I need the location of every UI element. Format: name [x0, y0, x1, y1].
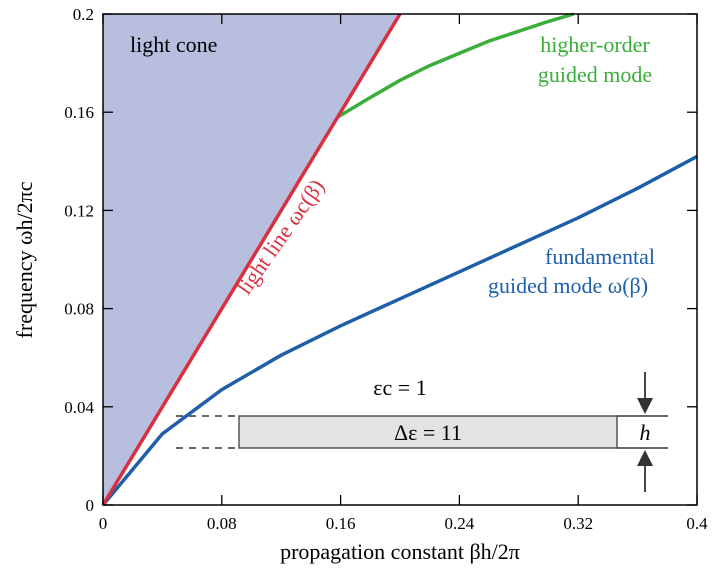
higher-order-label-line2: guided mode [538, 62, 652, 87]
slab-core [238, 415, 618, 449]
x-tick-label: 0 [99, 514, 108, 533]
fundamental-label-line2: guided mode ω(β) [488, 273, 648, 298]
thickness-label: h [640, 420, 651, 445]
fundamental-mode-line [101, 154, 698, 507]
x-tick-label: 0.24 [445, 514, 475, 533]
axis-ticks: 0 0.08 0.16 0.24 0.32 0.4 0 0.04 0.08 0.12 0.16 0.2 [64, 5, 708, 533]
fundamental-label-line1: fundamental [545, 244, 655, 269]
y-tick-label: 0 [86, 496, 95, 515]
cladding-label: εc = 1 [373, 375, 426, 400]
higher-order-label-line1: higher-order [540, 32, 650, 57]
x-tick-label: 0.4 [686, 514, 708, 533]
x-tick-label: 0.08 [207, 514, 237, 533]
y-tick-label: 0.2 [73, 5, 94, 24]
x-axis-title: propagation constant βh/2π [280, 539, 520, 564]
x-tick-label: 0.32 [563, 514, 593, 533]
slab-schematic [176, 372, 668, 492]
y-tick-label: 0.12 [64, 201, 94, 220]
thickness-arrow-down-icon [637, 398, 653, 414]
x-tick-label: 0.16 [326, 514, 356, 533]
y-tick-label: 0.16 [64, 103, 94, 122]
light-line [101, 13, 402, 506]
y-tick-label: 0.04 [64, 398, 94, 417]
plot-frame [102, 13, 698, 506]
thickness-arrow-up-icon [637, 450, 653, 466]
y-axis-title: frequency ωh/2πc [12, 181, 37, 338]
y-tick-label: 0.08 [64, 300, 94, 319]
higher-order-mode-line [336, 12, 575, 119]
core-label: Δε = 11 [394, 420, 462, 445]
light-cone-label: light cone [130, 32, 217, 57]
